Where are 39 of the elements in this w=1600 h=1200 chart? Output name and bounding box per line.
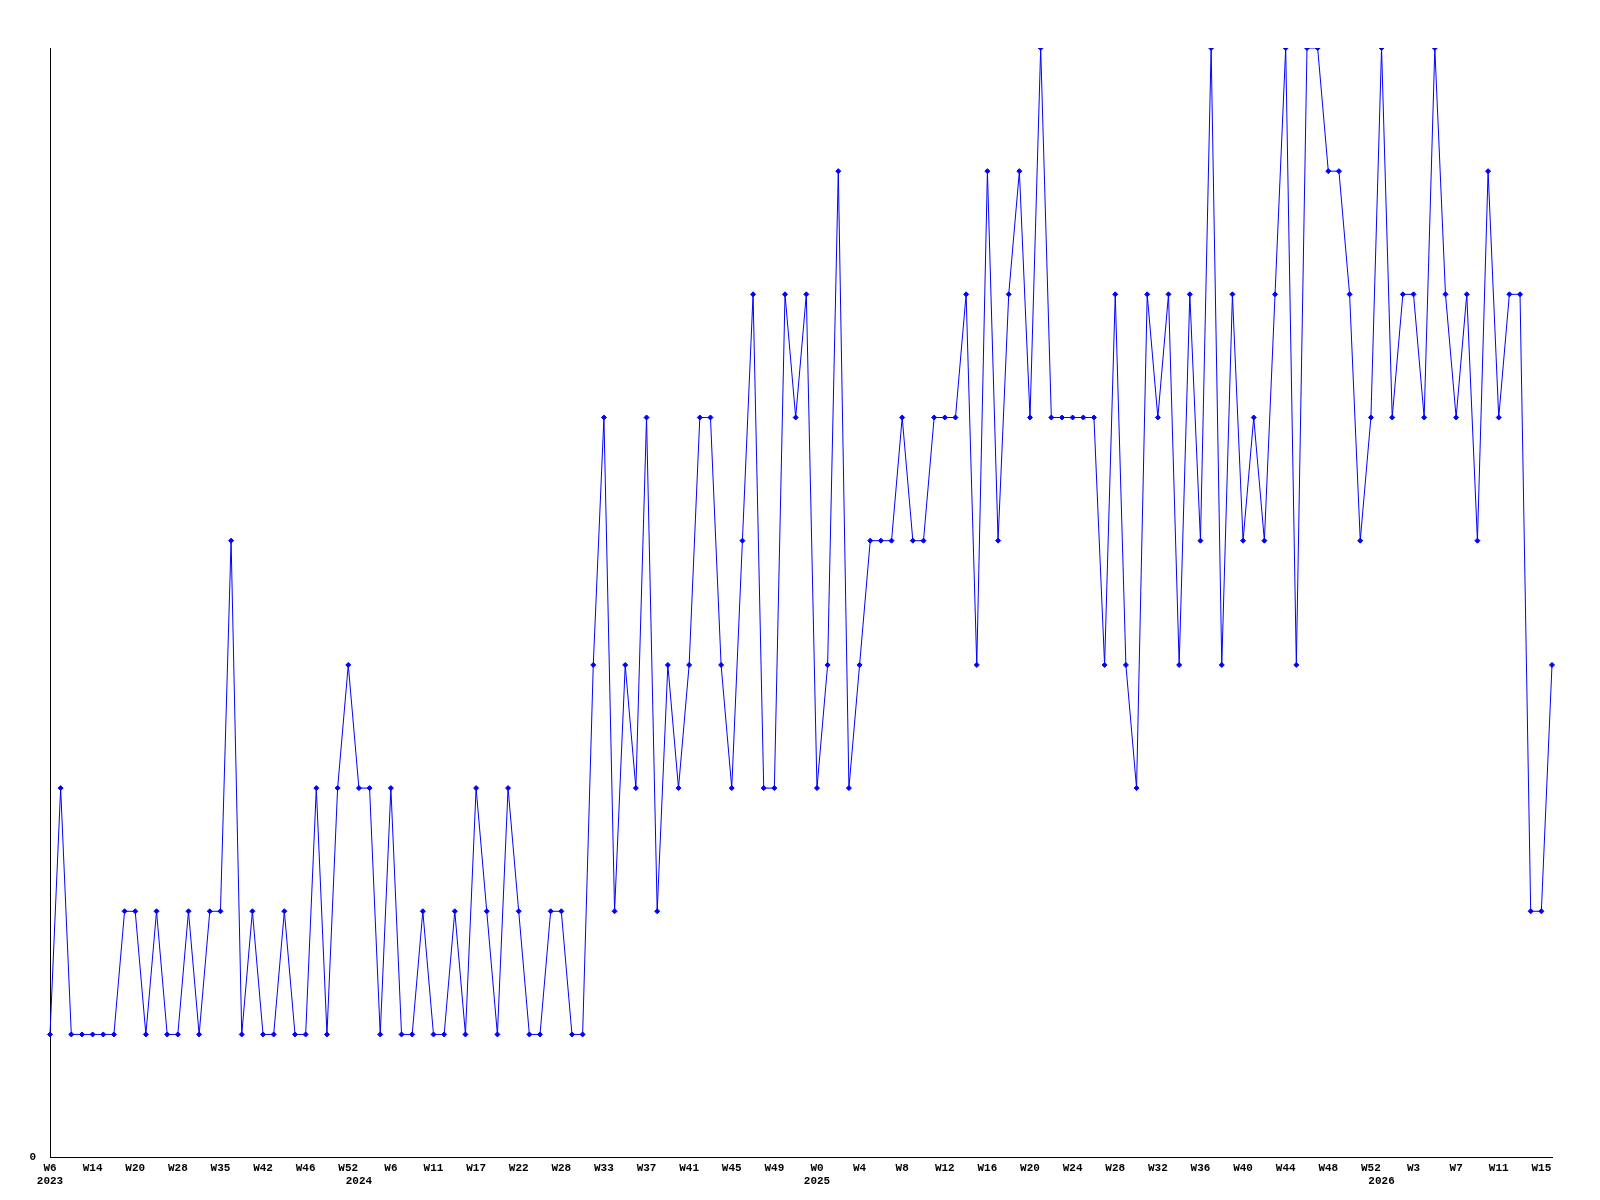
text: 0	[29, 1151, 36, 1164]
x-tick-label: W49	[764, 1161, 785, 1174]
x-tick-label: W28	[1105, 1161, 1126, 1174]
x-tick-label: W22	[508, 1161, 529, 1174]
x-tick-label: W7	[1449, 1161, 1463, 1174]
x-tick-label: W11	[1488, 1161, 1510, 1174]
x-tick-label: W4	[852, 1161, 867, 1174]
x-tick-label: W42	[253, 1161, 273, 1174]
x-tick-label: W35	[210, 1161, 231, 1174]
x-tick-label: W44	[1275, 1161, 1296, 1174]
x-tick-label: 2026	[1368, 1175, 1395, 1188]
x-tick-label: W14	[82, 1161, 103, 1174]
x-tick-label: 2024	[345, 1175, 373, 1188]
x-tick-label: W36	[1190, 1161, 1211, 1174]
x-tick-label: W6	[384, 1161, 398, 1174]
x-tick-label: W17	[466, 1161, 487, 1174]
x-tick-label: W20	[125, 1161, 146, 1174]
x-tick-label: W45	[721, 1161, 743, 1174]
x-tick-label: W3	[1406, 1161, 1421, 1174]
x-tick-label: W46	[295, 1161, 316, 1174]
x-tick-label: W40	[1233, 1161, 1253, 1174]
x-tick-label: W6 2023	[36, 1161, 64, 1188]
x-tick-label: W48	[1318, 1161, 1339, 1174]
x-tick-label: W52	[1361, 1161, 1381, 1174]
x-tick-label: W32	[1147, 1161, 1168, 1174]
x-tick-label: W24	[1062, 1161, 1083, 1174]
x-tick-label: W12	[934, 1161, 955, 1174]
x-tick-label: W52	[338, 1161, 359, 1174]
x-tick-label: W28	[167, 1161, 189, 1174]
x-tick-label: W8	[895, 1161, 910, 1174]
x-tick-label: W16	[977, 1161, 998, 1174]
x-tick-label: W37	[636, 1161, 657, 1174]
x-tick-label: W28	[551, 1161, 572, 1174]
x-tick-label: W15	[1531, 1161, 1552, 1174]
x-tick-label: W33	[594, 1161, 615, 1174]
x-tick-label: W41	[679, 1161, 700, 1174]
x-tick-label: W0 2025	[803, 1161, 831, 1188]
x-tick-label: W11	[423, 1161, 444, 1174]
x-tick-label: W20	[1020, 1161, 1040, 1174]
